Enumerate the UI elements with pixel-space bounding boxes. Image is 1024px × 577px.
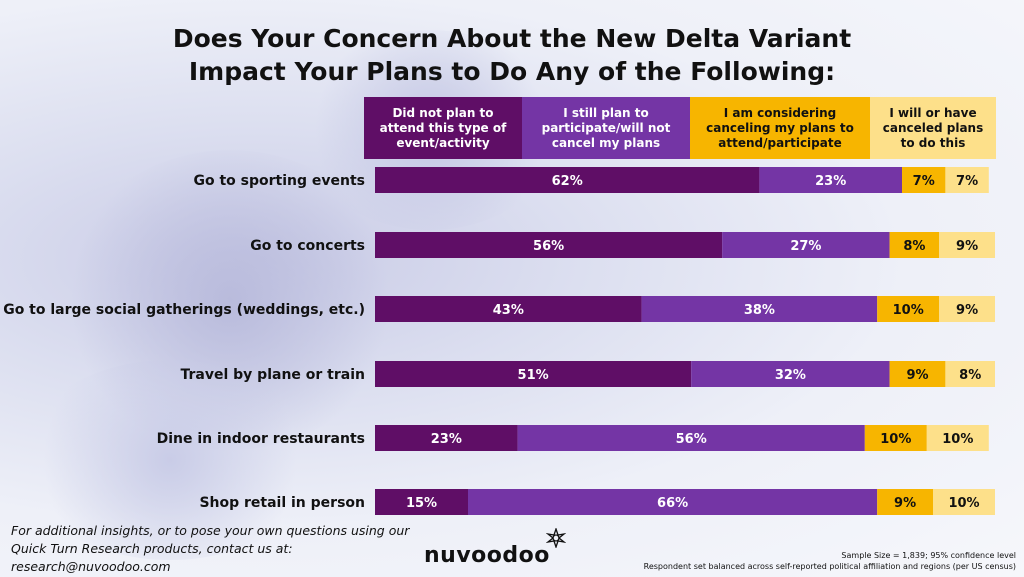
bar-segment (945, 167, 989, 193)
contact-note-line-2: Quick Turn Research products, contact us… (11, 541, 293, 556)
bar-segment (889, 361, 946, 387)
bar-segment (902, 167, 946, 193)
bar-segment (864, 425, 927, 451)
legend: Did not plan to attend this type of even… (364, 97, 996, 159)
bar-segment (945, 361, 995, 387)
bar-segment (926, 425, 989, 451)
contact-note-line-1: For additional insights, or to pose your… (11, 523, 410, 538)
data-label: 27% (790, 239, 821, 254)
legend-item-canceled: I will or have canceled plans to do this (870, 97, 996, 159)
category-label: Travel by plane or train (181, 367, 366, 383)
legend-item-still-plan: I still plan to participate/will not can… (522, 97, 690, 159)
contact-note: For additional insights, or to pose your… (11, 522, 409, 576)
legend-item-did-not-plan: Did not plan to attend this type of even… (364, 97, 522, 159)
category-label: Go to sporting events (193, 173, 365, 189)
bar-segment (517, 425, 865, 451)
data-label: 56% (676, 432, 707, 447)
legend-item-considering-canceling: I am considering canceling my plans to a… (690, 97, 870, 159)
data-label: 7% (956, 174, 978, 189)
data-label: 43% (493, 303, 524, 318)
sample-size-note: Sample Size = 1,839; 95% confidence leve… (841, 551, 1016, 560)
data-label: 66% (657, 496, 688, 511)
respondent-note: Respondent set balanced across self-repo… (643, 562, 1016, 571)
data-label: 9% (956, 239, 978, 254)
chart-title-line-2: Impact Your Plans to Do Any of the Follo… (188, 57, 836, 86)
category-label: Go to concerts (250, 238, 365, 254)
bar-row: Dine in indoor restaurants 23% 56% 10% 10% (157, 425, 989, 451)
bar-segment (939, 232, 995, 258)
data-label: 23% (815, 174, 846, 189)
bar-segment (641, 296, 878, 322)
methodology-note: Sample Size = 1,839; 95% confidence leve… (644, 550, 1016, 572)
bar-segment (939, 296, 995, 322)
data-label: 32% (775, 368, 806, 383)
category-label: Go to large social gatherings (weddings,… (3, 302, 365, 318)
chart-title-line-1: Does Your Concern About the New Delta Va… (172, 24, 852, 53)
data-label: 23% (431, 432, 462, 447)
bar-segment (375, 167, 760, 193)
contact-email[interactable]: research@nuvoodoo.com (11, 559, 171, 574)
data-label: 8% (959, 368, 981, 383)
bar-segment (375, 296, 642, 322)
data-label: 38% (744, 303, 775, 318)
bar-row: Go to sporting events 62% 23% 7% 7% (193, 167, 989, 193)
data-label: 10% (893, 303, 924, 318)
data-label: 56% (533, 239, 564, 254)
bar-segment (375, 489, 468, 515)
data-label: 9% (894, 496, 916, 511)
bar-segment (889, 232, 940, 258)
bar-segment (375, 361, 692, 387)
data-label: 15% (406, 496, 437, 511)
bar-segment (877, 489, 933, 515)
bar-segment (933, 489, 995, 515)
logo-mark-icon (546, 528, 566, 548)
data-label: 10% (942, 432, 973, 447)
chart-title: Does Your Concern About the New Delta Va… (0, 22, 1024, 88)
data-label: 7% (913, 174, 935, 189)
data-label: 62% (552, 174, 583, 189)
data-label: 10% (880, 432, 911, 447)
bar-segment (877, 296, 940, 322)
logo-text: nuvoodoo (424, 543, 550, 568)
bar-segment (722, 232, 890, 258)
data-label: 8% (903, 239, 925, 254)
data-label: 51% (518, 368, 549, 383)
bar-segment (375, 425, 518, 451)
bar-row: Travel by plane or train 51% 32% 9% 8% (181, 361, 995, 387)
bar-segment (375, 232, 723, 258)
category-label: Shop retail in person (199, 495, 365, 511)
category-label: Dine in indoor restaurants (157, 431, 365, 447)
bar-segment (691, 361, 890, 387)
data-label: 9% (906, 368, 928, 383)
data-label: 9% (956, 303, 978, 318)
data-label: 10% (948, 496, 979, 511)
bar-segment (759, 167, 902, 193)
bar-row: Shop retail in person 15% 66% 9% 10% (199, 489, 995, 515)
bar-row: Go to concerts 56% 27% 8% 9% (250, 232, 995, 258)
bar-segment (468, 489, 878, 515)
bar-row: Go to large social gatherings (weddings,… (3, 296, 995, 322)
